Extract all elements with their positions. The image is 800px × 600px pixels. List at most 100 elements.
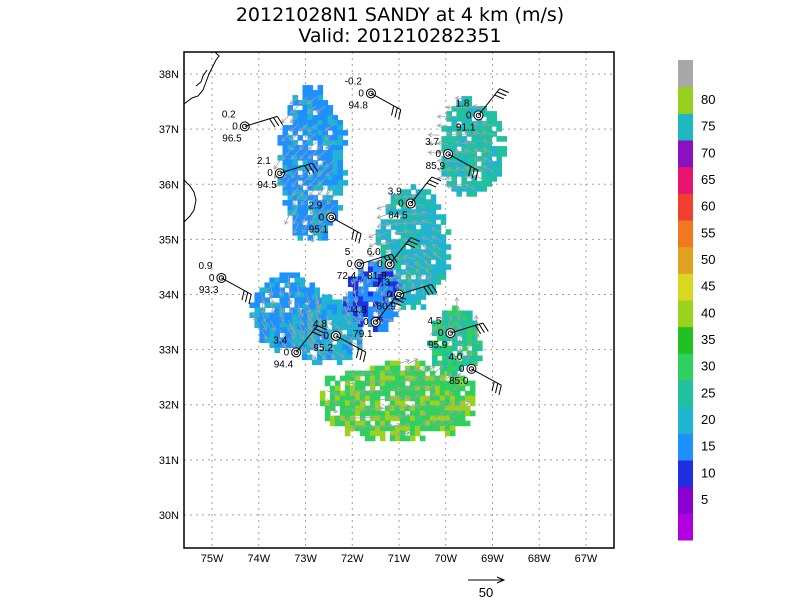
station-value-top: 0.2 — [222, 109, 236, 120]
station-value-mid: 0 — [284, 347, 290, 358]
lat-tick-label: 38N — [159, 69, 179, 81]
station-value-bottom: 79.1 — [353, 329, 373, 340]
lat-tick-label: 36N — [159, 179, 179, 191]
colorbar: 5 10 15 20 25 30 35 40 45 50 55 60 65 70 75 80 — [678, 60, 715, 541]
station-value-bottom: 85.9 — [426, 161, 446, 172]
station-value-bottom: 94.5 — [257, 180, 277, 191]
lon-tick-label: 75W — [201, 553, 224, 565]
lon-tick-label: 69W — [481, 553, 504, 565]
station-value-bottom: 72.4 — [337, 271, 357, 282]
lat-tick-label: 33N — [159, 345, 179, 357]
station-value-mid: 0 — [398, 199, 404, 210]
colorbar-label: 25 — [701, 385, 715, 400]
station-value-bottom: 81.9 — [367, 271, 387, 282]
station-value-top: 2.9 — [308, 200, 322, 211]
station-value-top: 3.9 — [388, 187, 402, 198]
colorbar-label: 60 — [701, 199, 715, 214]
station-value-mid: 0 — [386, 289, 392, 300]
station-value-top: 6.0 — [367, 247, 381, 258]
colorbar-label: 30 — [701, 359, 715, 374]
station-value-mid: 0 — [209, 273, 215, 284]
colorbar-swatch — [678, 406, 693, 434]
lat-tick-label: 34N — [159, 289, 179, 301]
station-value-mid: 0 — [363, 317, 369, 328]
colorbar-label: 10 — [701, 465, 715, 480]
wind-vectors-north-band — [273, 96, 335, 243]
lat-tick-label: 32N — [159, 400, 179, 412]
station-value-bottom: 95.2 — [313, 343, 333, 354]
echo-region-north-band — [277, 85, 349, 241]
station-value-mid: 0 — [358, 88, 364, 99]
station-value-top: 1.8 — [456, 98, 470, 109]
colorbar-label: 20 — [701, 412, 715, 427]
station-value-mid: 0 — [232, 121, 238, 132]
colorbar-swatch — [678, 486, 693, 514]
colorbar-swatch — [678, 113, 693, 141]
station-value-mid: 0 — [323, 331, 329, 342]
lon-tick-label: 68W — [528, 553, 551, 565]
wind-vectors-south-band — [326, 358, 471, 437]
colorbar-label: 65 — [701, 172, 715, 187]
station-value-top: 3.7 — [425, 137, 439, 148]
latitude-tick-labels: 30N 31N 32N 33N 34N 35N 36N 37N 38N — [159, 69, 179, 522]
station-value-bottom: 94.4 — [274, 359, 294, 370]
station-value-bottom: 95.1 — [309, 224, 329, 235]
lon-tick-label: 73W — [294, 553, 317, 565]
chart-title: 20121028N1 SANDY at 4 km (m/s) — [235, 4, 565, 26]
station-value-top: 2.1 — [257, 156, 271, 167]
station-value-top: -0.2 — [345, 76, 363, 87]
station-value-top: 4.5 — [428, 316, 442, 327]
station-value-top: 0.9 — [198, 261, 212, 272]
reference-vector-label: 50 — [479, 585, 493, 600]
station-value-top: 4.0 — [449, 352, 463, 363]
station-value-mid: 0 — [319, 212, 325, 223]
colorbar-swatch — [678, 300, 693, 328]
colorbar-label: 40 — [701, 305, 715, 320]
colorbar-swatch — [678, 513, 693, 541]
station-value-bottom: 91.1 — [456, 122, 476, 133]
station-value-mid: 0 — [466, 110, 472, 121]
colorbar-swatch — [678, 140, 693, 168]
colorbar-label: 80 — [701, 92, 715, 107]
wind-vectors-inner-core — [344, 264, 403, 326]
station-value-mid: 0 — [267, 168, 273, 179]
station-value-mid: 0 — [438, 328, 444, 339]
station-value-mid: 0 — [459, 364, 465, 375]
colorbar-label: 35 — [701, 332, 715, 347]
station-value-top: 4.8 — [353, 305, 367, 316]
colorbar-swatch — [678, 86, 693, 114]
lat-tick-label: 37N — [159, 124, 179, 136]
station-value-top: 3.4 — [273, 335, 287, 346]
station-value-mid: 0 — [377, 259, 383, 270]
colorbar-label: 15 — [701, 439, 715, 454]
lat-tick-label: 35N — [159, 234, 179, 246]
station-value-bottom: 96.5 — [222, 133, 242, 144]
colorbar-label: 70 — [701, 145, 715, 160]
colorbar-swatch — [678, 353, 693, 381]
wind-vectors-southwest-arm — [289, 297, 364, 360]
station-value-mid: 0 — [347, 259, 353, 270]
station-value-bottom: 95.9 — [428, 340, 448, 351]
colorbar-swatch — [678, 433, 693, 461]
lon-tick-label: 71W — [388, 553, 411, 565]
colorbar-swatch — [678, 273, 693, 301]
station-value-bottom: 93.3 — [199, 285, 219, 296]
chart-subtitle: Valid: 201210282351 — [298, 25, 502, 47]
lon-tick-label: 72W — [341, 553, 364, 565]
station-value-bottom: 85.0 — [449, 376, 469, 387]
lat-tick-label: 30N — [159, 510, 179, 522]
colorbar-swatch — [678, 166, 693, 194]
colorbar-label: 45 — [701, 279, 715, 294]
station-value-top: 7.3 — [376, 277, 390, 288]
colorbar-swatch — [678, 60, 693, 88]
colorbar-swatch — [678, 220, 693, 248]
station-value-bottom: 80.9 — [377, 301, 397, 312]
